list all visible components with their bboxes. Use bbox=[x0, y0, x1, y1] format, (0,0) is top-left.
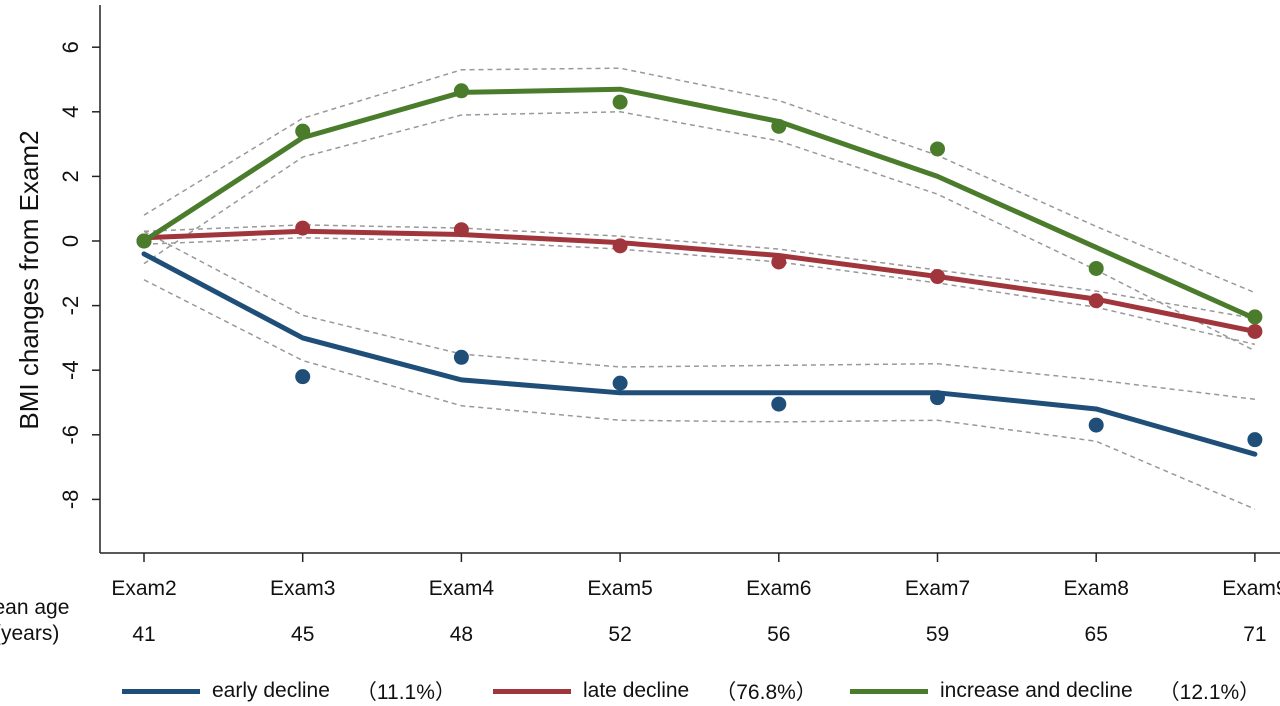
observed-point-late-decline bbox=[771, 254, 787, 270]
legend: early decline （11.1%） late decline （76.8… bbox=[0, 672, 1280, 704]
y-tick-label: -4 bbox=[58, 360, 83, 380]
mean-age-value: 71 bbox=[1243, 623, 1266, 646]
ci-upper-late-decline bbox=[143, 224, 1256, 320]
legend-swatch-increase-and-decline bbox=[850, 688, 928, 694]
observed-point-early-decline bbox=[930, 390, 945, 406]
observed-point-increase-and-decline bbox=[136, 233, 152, 249]
legend-swatch-early-decline bbox=[122, 688, 200, 694]
fitted-line-increase-and-decline bbox=[141, 86, 1258, 322]
x-tick-label: Exam5 bbox=[587, 577, 652, 600]
observed-point-early-decline bbox=[453, 349, 469, 365]
x-tick-label: Exam6 bbox=[746, 577, 811, 600]
x-tick-label: Exam7 bbox=[905, 577, 970, 600]
mean-age-label-units: (years) bbox=[0, 622, 59, 645]
observed-point-late-decline bbox=[1088, 293, 1104, 309]
mean-age-value: 48 bbox=[450, 623, 473, 646]
observed-point-early-decline bbox=[612, 375, 628, 391]
observed-point-increase-and-decline bbox=[1247, 309, 1263, 325]
observed-point-early-decline bbox=[771, 396, 787, 412]
plot-area bbox=[136, 67, 1263, 510]
y-tick-label: 2 bbox=[58, 170, 83, 182]
observed-point-increase-and-decline bbox=[612, 94, 628, 110]
observed-point-increase-and-decline bbox=[295, 123, 311, 139]
mean-age-value: 59 bbox=[926, 623, 949, 646]
mean-age-value: 41 bbox=[132, 623, 155, 646]
legend-label: increase and decline bbox=[940, 679, 1133, 702]
mean-age-value: 52 bbox=[608, 623, 631, 646]
observed-point-late-decline bbox=[453, 222, 469, 238]
y-axis-title: BMI changes from Exam2 bbox=[14, 130, 44, 429]
legend-label: late decline bbox=[583, 679, 690, 702]
observed-point-early-decline bbox=[1247, 432, 1263, 448]
observed-point-increase-and-decline bbox=[930, 141, 945, 157]
legend-item-late-decline: late decline （76.8%） bbox=[493, 676, 817, 706]
legend-item-early-decline: early decline （11.1%） bbox=[122, 676, 456, 706]
observed-point-increase-and-decline bbox=[453, 83, 469, 99]
x-tick-label: Exam4 bbox=[429, 577, 495, 600]
fitted-line-late-decline bbox=[141, 228, 1258, 334]
x-axis: Exam2 41 Exam3 45 Exam4 48 Exam5 52 Exam6 56 Exam7… bbox=[100, 552, 1280, 646]
y-tick-label: 0 bbox=[58, 235, 83, 247]
fitted-line-early-decline bbox=[141, 251, 1258, 457]
bmi-trajectory-chart: 6 4 2 0 -2 -4 -6 -8 Exam2 41 Exam3 45 Exam4 48 Exam5 5… bbox=[0, 5, 1280, 646]
legend-item-increase-and-decline: increase and decline （12.1%） bbox=[850, 676, 1260, 706]
y-axis: 6 4 2 0 -2 -4 -6 -8 bbox=[58, 5, 101, 553]
x-tick-label: Exam3 bbox=[270, 577, 335, 600]
legend-share: （12.1%） bbox=[1158, 681, 1261, 704]
y-tick-label: 4 bbox=[58, 106, 83, 118]
legend-share: （76.8%） bbox=[715, 681, 817, 704]
observed-point-late-decline bbox=[930, 269, 945, 285]
observed-point-increase-and-decline bbox=[771, 118, 787, 134]
legend-label: early decline bbox=[212, 679, 330, 702]
ci-lower-late-decline bbox=[143, 237, 1256, 346]
mean-age-value: 56 bbox=[767, 623, 790, 646]
x-tick-label: Exam8 bbox=[1064, 577, 1129, 600]
mean-age-value: 45 bbox=[291, 623, 314, 646]
observed-point-late-decline bbox=[1247, 323, 1263, 339]
mean-age-label: Mean age bbox=[0, 596, 69, 619]
legend-swatch-late-decline bbox=[493, 688, 571, 694]
observed-point-late-decline bbox=[612, 238, 628, 254]
ci-upper-early-decline bbox=[143, 230, 1255, 401]
x-tick-label: Exam2 bbox=[111, 577, 176, 600]
observed-point-late-decline bbox=[295, 220, 311, 236]
ci-lower-increase-and-decline bbox=[143, 111, 1256, 352]
observed-point-increase-and-decline bbox=[1088, 260, 1104, 276]
y-tick-label: -2 bbox=[58, 296, 83, 316]
y-tick-label: -8 bbox=[58, 490, 83, 510]
observed-point-early-decline bbox=[1088, 417, 1104, 433]
ci-upper-increase-and-decline bbox=[143, 67, 1256, 294]
legend-share: （11.1%） bbox=[355, 681, 456, 704]
observed-point-early-decline bbox=[295, 369, 311, 385]
y-tick-label: 6 bbox=[58, 41, 83, 53]
x-tick-label: Exam9 bbox=[1222, 577, 1280, 600]
y-tick-label: -6 bbox=[58, 425, 83, 445]
mean-age-value: 65 bbox=[1085, 623, 1108, 646]
